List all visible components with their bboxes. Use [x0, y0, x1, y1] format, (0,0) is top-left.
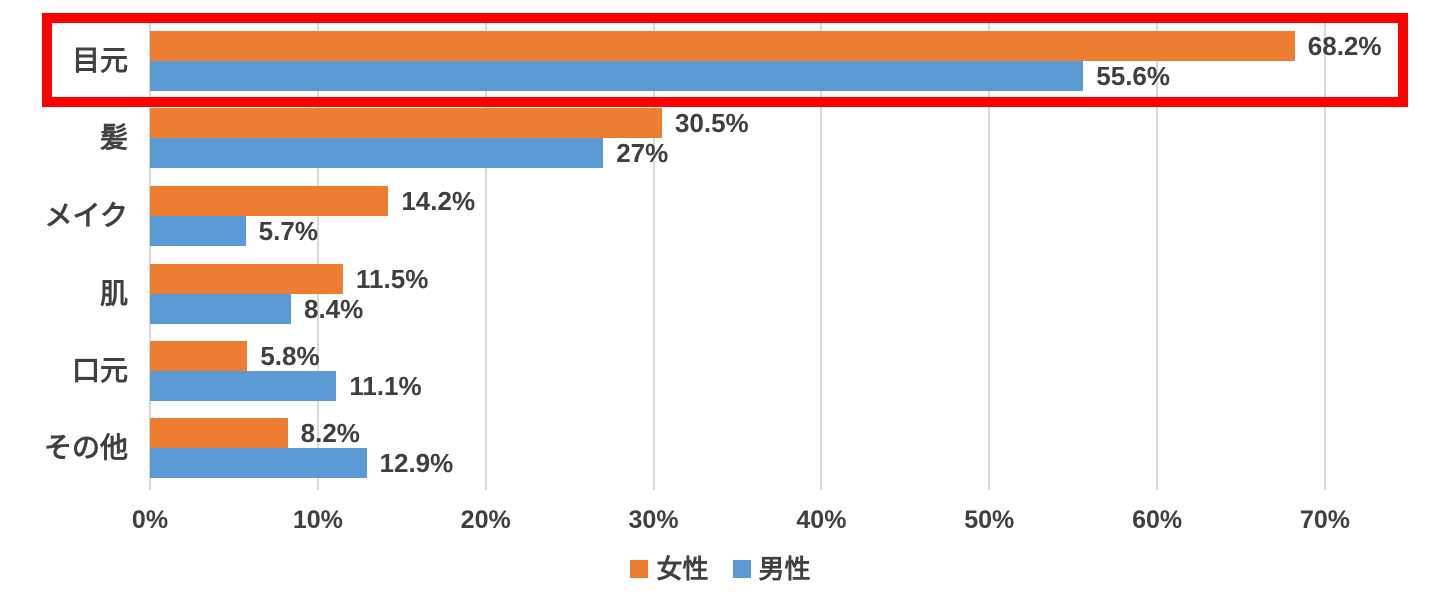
category-label-5: その他 — [43, 432, 128, 463]
gridline-60 — [1156, 13, 1159, 490]
female-bar-4 — [150, 341, 248, 371]
x-tick-label-60: 60% — [1132, 506, 1183, 534]
male-bar-4 — [150, 371, 337, 401]
category-label-4: 口元 — [71, 355, 128, 386]
male-bar-5 — [150, 448, 367, 478]
male-value-label-2: 5.7% — [258, 216, 318, 246]
male-bar-0 — [150, 61, 1084, 91]
x-tick-label-70: 70% — [1299, 506, 1351, 534]
female-value-label-2: 14.2% — [401, 186, 476, 216]
female-bar-0 — [150, 31, 1295, 61]
category-label-0: 目元 — [71, 45, 128, 76]
male-bar-2 — [150, 216, 246, 246]
male-value-label-0: 55.6% — [1096, 61, 1171, 91]
x-tick-label-10: 10% — [292, 506, 343, 534]
female-value-label-5: 8.2% — [300, 418, 360, 448]
male-bar-3 — [150, 294, 291, 324]
female-bar-3 — [150, 264, 344, 294]
male-value-label-5: 12.9% — [379, 448, 454, 478]
category-label-3: 肌 — [99, 278, 128, 309]
female-value-label-3: 11.5% — [356, 264, 429, 294]
category-label-1: 髪 — [99, 122, 128, 153]
legend: 女性 男性 — [0, 556, 1441, 582]
female-legend-label: 女性 — [656, 554, 709, 584]
male-bar-1 — [150, 138, 604, 168]
male-value-label-4: 11.1% — [349, 371, 422, 401]
female-value-label-4: 5.8% — [260, 341, 320, 371]
male-legend-swatch — [732, 560, 751, 578]
gridline-50 — [988, 13, 991, 490]
female-bar-2 — [150, 186, 389, 216]
male-value-label-3: 8.4% — [304, 294, 364, 324]
male-value-label-1: 27% — [616, 138, 669, 168]
legend-item-male: 男性 — [732, 554, 811, 584]
female-value-label-0: 68.2% — [1307, 31, 1382, 61]
gridline-40 — [820, 13, 823, 490]
female-value-label-1: 30.5% — [674, 108, 749, 138]
female-bar-5 — [150, 418, 288, 448]
x-tick-label-30: 30% — [628, 506, 679, 534]
female-bar-1 — [150, 108, 662, 138]
male-legend-label: 男性 — [758, 554, 811, 584]
category-label-2: メイク — [44, 200, 128, 231]
gridline-70 — [1324, 13, 1326, 490]
x-tick-label-20: 20% — [460, 506, 511, 534]
gridline-20 — [484, 13, 487, 490]
x-tick-label-0: 0% — [131, 506, 169, 534]
legend-item-female: 女性 — [630, 554, 709, 584]
gridline-30 — [652, 13, 655, 490]
gridline-10 — [316, 13, 319, 490]
female-legend-swatch — [630, 560, 649, 578]
gridline-0 — [149, 13, 151, 490]
x-tick-label-50: 50% — [964, 506, 1015, 534]
x-tick-label-40: 40% — [796, 506, 847, 534]
